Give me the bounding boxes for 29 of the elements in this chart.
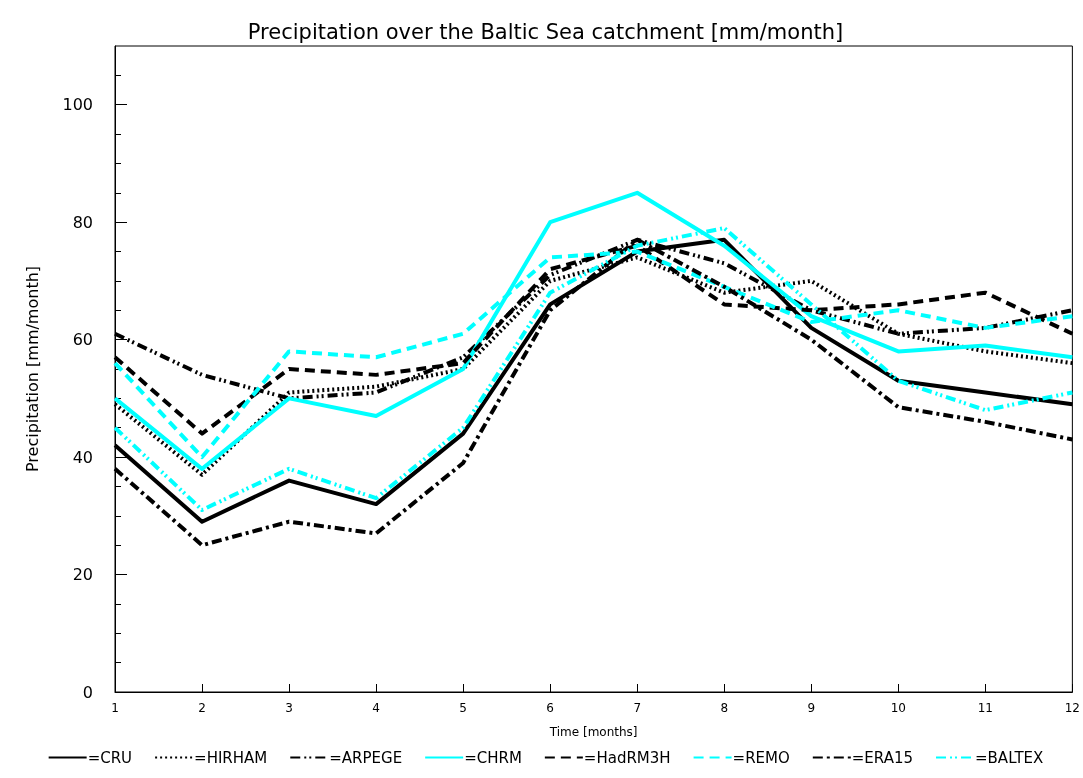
legend-label: =HadRM3H: [583, 748, 671, 767]
legend-label: =BALTEX: [975, 748, 1044, 767]
y-tick-label: 100: [62, 95, 93, 115]
x-tick-label: 11: [977, 701, 993, 715]
y-tick-label: 60: [72, 330, 93, 350]
legend-label: =REMO: [732, 748, 790, 767]
legend-label: =HIRHAM: [194, 748, 268, 767]
x-tick-label: 12: [1064, 701, 1081, 715]
legend-label: =ARPEGE: [329, 748, 403, 767]
x-tick-label: 2: [198, 701, 206, 715]
y-tick-label: 40: [72, 447, 93, 467]
x-tick-label: 3: [285, 701, 293, 715]
x-tick-label: 6: [546, 701, 554, 715]
legend-label: =CRU: [87, 748, 133, 767]
x-tick-label: 5: [459, 701, 467, 715]
x-tick-label: 9: [807, 701, 816, 715]
legend-label: =ERA15: [851, 748, 914, 767]
y-tick-label: 0: [82, 682, 93, 702]
y-axis-title: Precipitation [mm/month]: [22, 265, 42, 473]
x-tick-label: 7: [633, 701, 642, 715]
x-tick-label: 10: [890, 701, 906, 715]
x-tick-label: 4: [372, 701, 380, 715]
y-tick-label: 20: [72, 565, 93, 585]
x-tick-label: 1: [111, 701, 119, 715]
x-tick-label: 8: [720, 701, 729, 715]
x-axis-title: Time [months]: [548, 725, 638, 739]
y-tick-label: 80: [72, 212, 93, 232]
chart-title: Precipitation over the Baltic Sea catchment [mm/month]: [247, 19, 844, 44]
legend-label: =CHRM: [464, 748, 522, 767]
